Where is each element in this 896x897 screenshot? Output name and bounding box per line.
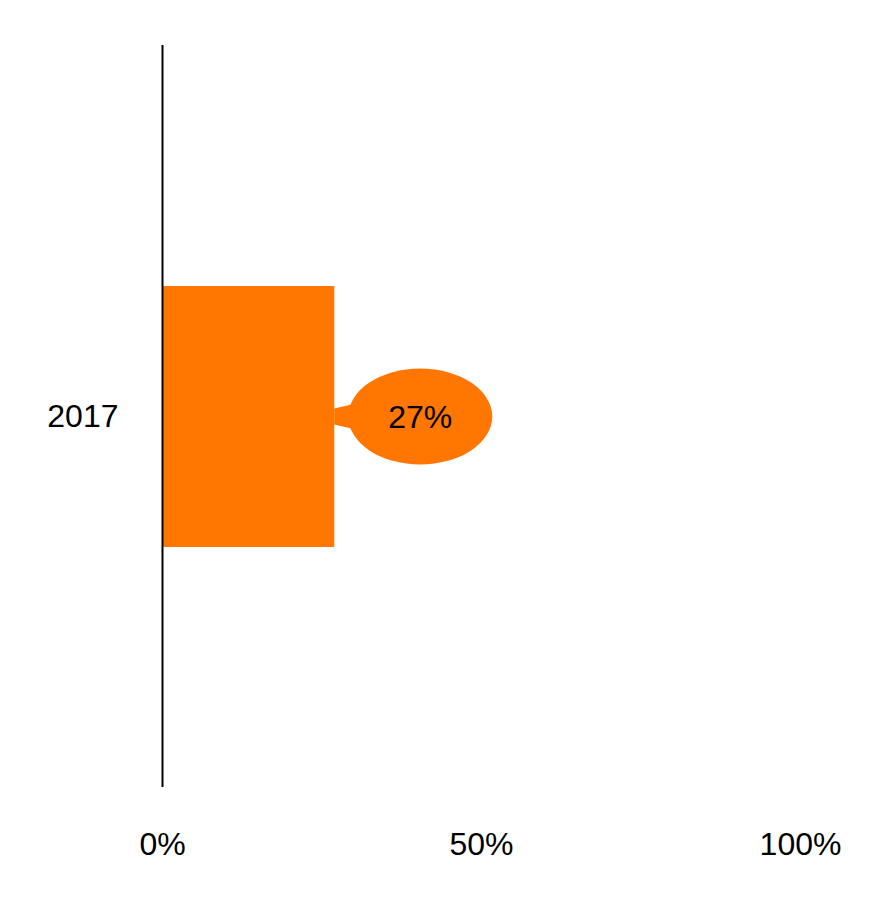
svg-text:100%: 100% bbox=[760, 826, 842, 862]
svg-text:27%: 27% bbox=[388, 399, 452, 435]
svg-text:2017: 2017 bbox=[47, 398, 118, 434]
svg-text:50%: 50% bbox=[449, 826, 513, 862]
svg-text:0%: 0% bbox=[139, 826, 185, 862]
